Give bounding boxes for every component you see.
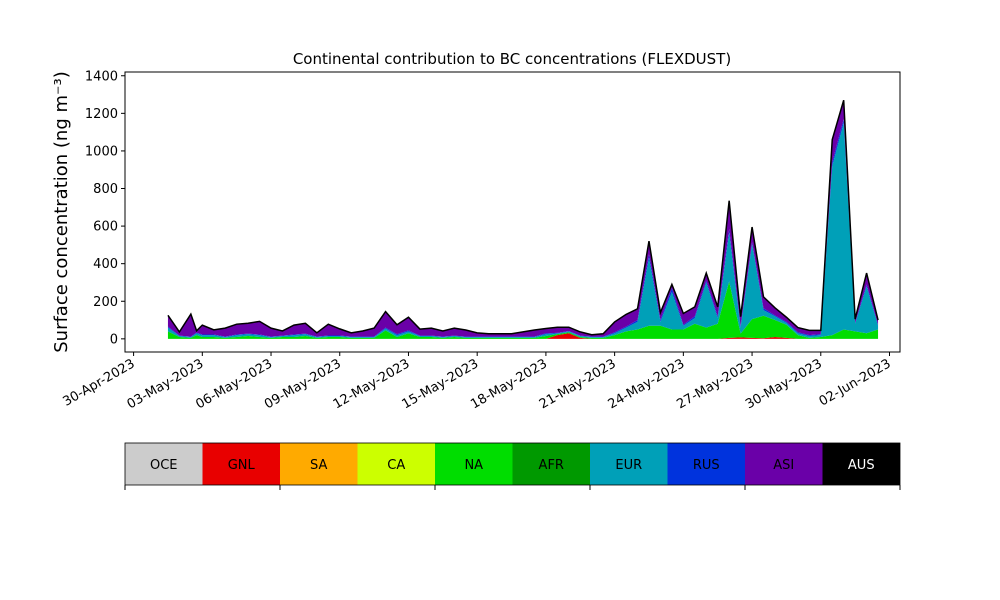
legend-swatch-ca [357,443,435,485]
legend-label-aus: AUS [848,458,875,473]
legend-swatch-gnl [202,443,280,485]
legend-swatch-afr [512,443,590,485]
plot-areas [167,99,879,339]
legend-colorbar: OCE GNL SA CA NA AFR EUR RUS ASI AUS [124,442,901,490]
legend-label-rus: RUS [693,458,720,473]
y-tick-label: 600 [93,220,118,235]
legend-label-sa: SA [310,458,327,473]
legend-label-asi: ASI [773,458,794,473]
legend-swatch-aus [822,443,900,485]
y-tick-label: 200 [93,295,118,310]
plot-frame [124,71,901,353]
chart-title: Continental contribution to BC concentra… [293,50,731,68]
y-tick-label: 400 [93,257,118,272]
y-tick-label: 0 [110,332,118,347]
legend-label-afr: AFR [539,458,564,473]
y-tick-label: 1400 [85,69,118,84]
y-axis: 0 200 400 600 800 1000 1200 1400 [85,69,125,347]
legend-label-ca: CA [387,458,405,473]
legend-swatch-na [435,443,513,485]
y-tick-label: 800 [93,182,118,197]
legend-label-oce: OCE [150,458,178,473]
total-line [167,99,879,336]
legend-label-gnl: GNL [228,458,256,473]
legend-swatch-oce [125,443,203,485]
legend-label-na: NA [464,458,483,473]
legend-swatch-eur [590,443,668,485]
y-tick-label: 1200 [85,107,118,122]
legend-swatch-asi [745,443,823,485]
y-tick-label: 1000 [85,144,118,159]
legend-label-eur: EUR [615,458,642,473]
y-axis-label: Surface concentration (ng m⁻³) [51,71,72,353]
legend-swatch-sa [280,443,358,485]
legend-frame [124,442,901,486]
legend-swatch-rus [667,443,745,485]
